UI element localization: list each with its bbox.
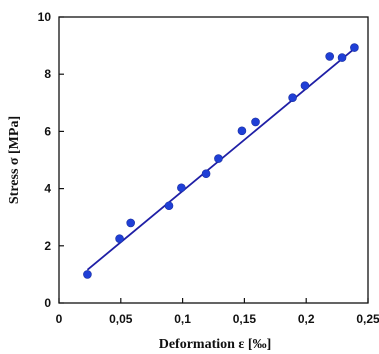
y-tick-label: 10 bbox=[38, 10, 52, 24]
x-tick-label: 0,05 bbox=[109, 312, 133, 326]
y-tick-label: 2 bbox=[44, 239, 51, 253]
x-axis-title: Deformation ε [‰] bbox=[159, 337, 272, 352]
data-point bbox=[115, 234, 124, 243]
x-tick-label: 0,2 bbox=[298, 312, 315, 326]
trendline-layer bbox=[86, 44, 359, 271]
data-point bbox=[83, 270, 92, 279]
data-point bbox=[237, 126, 247, 136]
y-axis-title: Stress σ [MPa] bbox=[7, 116, 22, 204]
y-axis-ticks: 0 2 4 6 8 10 bbox=[38, 10, 64, 310]
data-point bbox=[337, 53, 347, 62]
x-axis-ticks: 0 0,05 0,1 0,15 0,2 0,25 bbox=[56, 298, 379, 326]
trendline bbox=[86, 44, 359, 271]
data-point bbox=[201, 169, 211, 179]
data-point bbox=[288, 93, 297, 102]
y-tick-label: 4 bbox=[44, 182, 51, 196]
data-point bbox=[214, 154, 223, 163]
data-point bbox=[164, 201, 174, 211]
data-points bbox=[83, 43, 359, 279]
data-point bbox=[251, 117, 260, 127]
x-tick-label: 0,25 bbox=[356, 312, 379, 326]
y-tick-label: 0 bbox=[44, 296, 51, 310]
data-point bbox=[350, 43, 359, 52]
data-point bbox=[300, 81, 310, 90]
x-tick-label: 0 bbox=[56, 312, 63, 326]
data-point bbox=[177, 183, 186, 193]
x-tick-label: 0,1 bbox=[174, 312, 191, 326]
plot-area-frame bbox=[58, 16, 369, 304]
y-tick-label: 8 bbox=[44, 67, 51, 81]
y-tick-label: 6 bbox=[44, 124, 51, 138]
data-point bbox=[126, 218, 135, 228]
x-tick-label: 0,15 bbox=[233, 312, 257, 326]
data-point bbox=[325, 52, 334, 61]
